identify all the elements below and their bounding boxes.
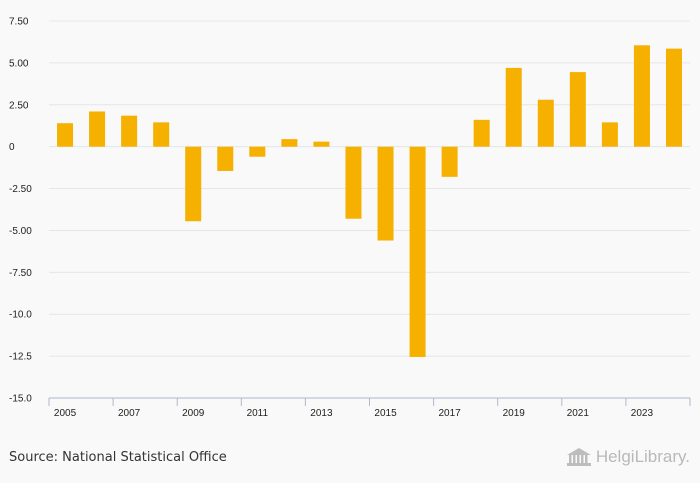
x-tick-label: 2015 bbox=[374, 408, 397, 419]
bar-2016[interactable] bbox=[409, 146, 426, 357]
bar-2007[interactable] bbox=[121, 115, 138, 147]
y-tick-label: -7.50 bbox=[9, 268, 32, 279]
bar-2011[interactable] bbox=[249, 146, 266, 157]
x-axis-labels: 2005 2007 2009 2011 2013 2015 2017 2019 2021 2023 bbox=[54, 408, 654, 419]
y-tick-label: 5.00 bbox=[9, 58, 29, 69]
x-tick-label: 2009 bbox=[182, 408, 205, 419]
library-icon bbox=[566, 448, 591, 466]
bar-2017[interactable] bbox=[441, 146, 458, 177]
bar-2023[interactable] bbox=[633, 45, 650, 147]
brand-logo[interactable]: HelgiLibrary. bbox=[566, 447, 690, 467]
y-tick-label: -12.5 bbox=[9, 352, 32, 363]
y-tick-label: 0 bbox=[9, 142, 15, 153]
x-tick-label: 2011 bbox=[247, 408, 269, 419]
y-tick-label: -2.50 bbox=[9, 184, 32, 195]
x-tick-label: 2023 bbox=[631, 408, 654, 419]
y-tick-label: 7.50 bbox=[9, 17, 29, 28]
bar-2006[interactable] bbox=[89, 111, 106, 147]
bar-2005[interactable] bbox=[57, 123, 74, 147]
bar-2010[interactable] bbox=[217, 146, 234, 171]
brand-name: HelgiLibrary. bbox=[595, 447, 690, 466]
y-axis-labels: 7.50 5.00 2.50 0 -2.50 -5.00 -7.50 -10.0 -12.5 -1… bbox=[9, 17, 32, 405]
bar-2018[interactable] bbox=[473, 119, 490, 147]
bar-2024[interactable] bbox=[665, 48, 682, 147]
bar-2022[interactable] bbox=[601, 122, 618, 147]
x-axis-ticks bbox=[48, 398, 691, 406]
bar-2013[interactable] bbox=[313, 141, 330, 147]
x-tick-label: 2005 bbox=[54, 408, 77, 419]
x-tick-label: 2021 bbox=[567, 408, 590, 419]
y-tick-label: -15.0 bbox=[9, 394, 32, 405]
grid-lines bbox=[49, 20, 690, 357]
y-tick-label: -10.0 bbox=[9, 310, 32, 321]
bars bbox=[57, 45, 682, 357]
bar-2014[interactable] bbox=[345, 146, 362, 219]
x-tick-label: 2013 bbox=[310, 408, 333, 419]
bar-2008[interactable] bbox=[153, 122, 170, 147]
x-tick-label: 2017 bbox=[439, 408, 462, 419]
bar-2020[interactable] bbox=[537, 99, 554, 147]
bar-2012[interactable] bbox=[281, 139, 298, 147]
y-tick-label: -5.00 bbox=[9, 226, 32, 237]
y-tick-label: 2.50 bbox=[9, 100, 29, 111]
bar-2019[interactable] bbox=[505, 67, 522, 147]
bar-2009[interactable] bbox=[185, 146, 202, 222]
bar-2015[interactable] bbox=[377, 146, 394, 241]
source-note: Source: National Statistical Office bbox=[9, 450, 227, 465]
x-tick-label: 2019 bbox=[503, 408, 526, 419]
x-tick-label: 2007 bbox=[118, 408, 141, 419]
bar-2021[interactable] bbox=[569, 72, 586, 147]
